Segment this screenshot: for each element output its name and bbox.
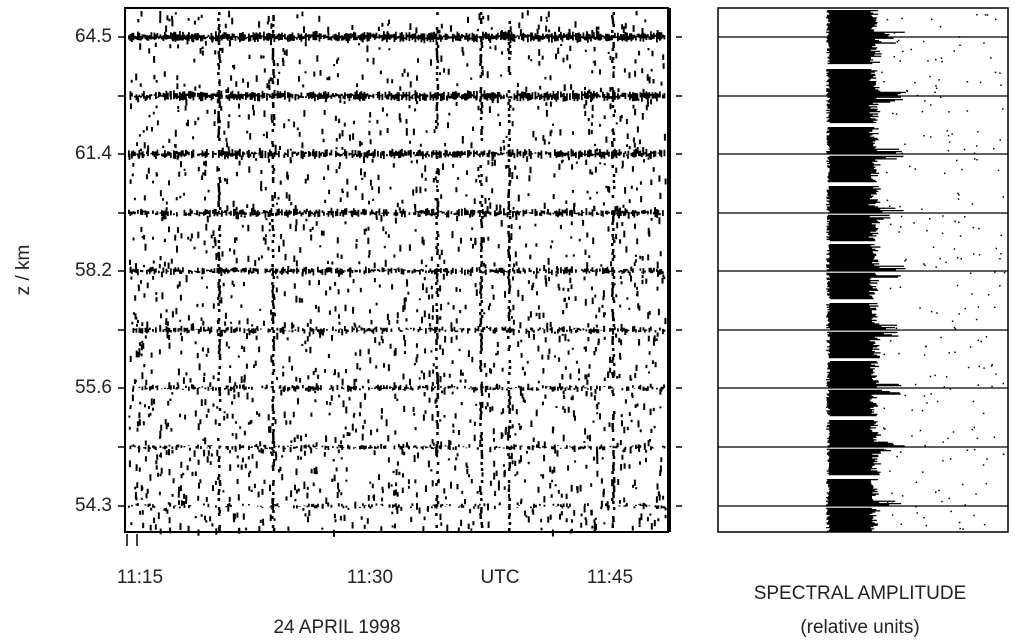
x-tick-label: 11:30 [347, 567, 393, 588]
echo-trace [128, 10, 666, 70]
right-panel-subtitle: (relative units) [800, 617, 919, 638]
spectrum [826, 69, 1004, 124]
spectrum [826, 10, 997, 65]
y-tick-label: 54.3 [75, 495, 112, 516]
y-tick-label: 58.2 [75, 260, 112, 281]
spectrum [826, 244, 1006, 300]
spectrum [826, 361, 1004, 417]
y-tick-label: 61.4 [75, 143, 112, 164]
echo-trace [129, 302, 667, 364]
echo-trace [129, 68, 666, 129]
echo-trace [128, 419, 666, 482]
x-tick-label: 11:15 [117, 567, 163, 588]
radar-traces [128, 10, 667, 537]
echo-trace [128, 126, 667, 188]
echo-trace [128, 360, 666, 421]
echo-trace [129, 243, 666, 306]
y-tick-label: 64.5 [75, 26, 112, 47]
spectrum [826, 420, 1005, 476]
spectrum [826, 303, 996, 359]
echo-trace [128, 478, 667, 537]
right-panel-title: SPECTRAL AMPLITUDE [754, 583, 967, 604]
echo-trace [128, 185, 664, 247]
spectrum [826, 127, 1001, 183]
spectrum [826, 186, 1004, 242]
axes: 64.5 61.4 58.2 55.6 54.3 11:15 11:30 11:45 [75, 26, 1008, 588]
y-axis-label: z / km [13, 245, 34, 296]
spectra [826, 10, 1006, 532]
date-label: 24 APRIL 1998 [273, 617, 400, 638]
x-unit: UTC [480, 567, 519, 588]
y-tick-label: 55.6 [75, 377, 112, 398]
spectrum [826, 479, 988, 532]
left-panel-frame [124, 7, 669, 533]
x-tick-label: 11:45 [587, 567, 633, 588]
right-panel-frame [717, 7, 1009, 533]
